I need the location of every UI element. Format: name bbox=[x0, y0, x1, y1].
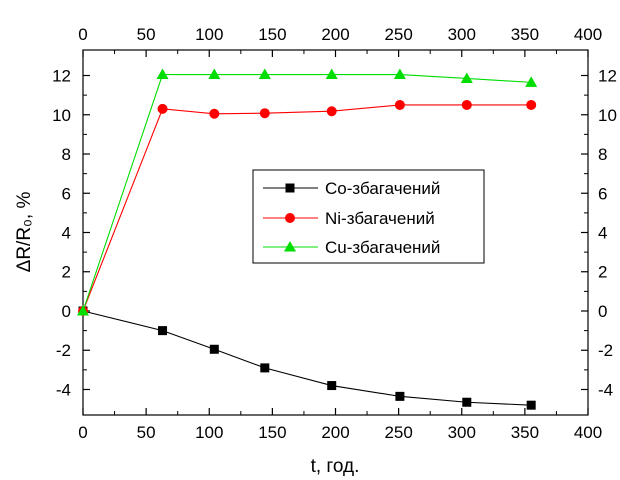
x-tick-label-top: 200 bbox=[321, 25, 349, 44]
data-point bbox=[461, 99, 472, 110]
right-axis-ticks: -4 -2 0 2 4 6 8 10 12 bbox=[581, 67, 617, 399]
x-tick-label-top: 300 bbox=[448, 25, 476, 44]
x-tick-label-bottom: 200 bbox=[321, 423, 349, 442]
data-point bbox=[395, 391, 405, 401]
y-tick-label-right: 12 bbox=[598, 67, 617, 86]
x-tick-label-bottom: 0 bbox=[78, 423, 87, 442]
data-point bbox=[526, 99, 537, 110]
y-tick-label-left: 6 bbox=[62, 184, 71, 203]
series-2 bbox=[78, 99, 537, 316]
x-tick-label-top: 400 bbox=[574, 25, 602, 44]
data-point bbox=[394, 99, 405, 110]
legend-item: Ni-збагачений bbox=[263, 209, 435, 228]
data-point bbox=[209, 344, 219, 354]
y-tick-label-right: 8 bbox=[598, 145, 607, 164]
left-axis-ticks: -4 -2 0 2 4 6 8 10 12 bbox=[52, 67, 90, 399]
x-tick-label-top: 250 bbox=[384, 25, 412, 44]
legend-item: Co-збагачений bbox=[263, 179, 440, 198]
series-line bbox=[82, 104, 532, 312]
x-tick-label-top: 150 bbox=[258, 25, 286, 44]
x-tick-label-bottom: 300 bbox=[448, 423, 476, 442]
data-point bbox=[325, 68, 338, 80]
y-tick-label-left: 12 bbox=[52, 67, 71, 86]
x-tick-label-bottom: 50 bbox=[137, 423, 156, 442]
x-tick-label-bottom: 350 bbox=[511, 423, 539, 442]
series-line bbox=[82, 73, 532, 312]
x-tick-label-top: 100 bbox=[195, 25, 223, 44]
y-tick-label-left: 0 bbox=[62, 302, 71, 321]
data-point bbox=[156, 68, 169, 80]
y-tick-label-right: -4 bbox=[598, 380, 613, 399]
data-point bbox=[393, 68, 406, 80]
data-point bbox=[77, 304, 89, 316]
legend-label: Co-збагачений bbox=[325, 179, 440, 198]
y-tick-label-right: 4 bbox=[598, 224, 607, 243]
y-axis-title: ΔR/R₀, % bbox=[14, 192, 35, 273]
data-point bbox=[460, 72, 473, 83]
data-point bbox=[208, 68, 221, 80]
y-tick-label-right: 10 bbox=[598, 106, 617, 125]
data-point bbox=[259, 108, 270, 119]
legend: Co-збагачений Ni-збагачений Cu-збагачений bbox=[252, 169, 485, 264]
x-tick-label-top: 50 bbox=[137, 25, 156, 44]
x-axis-title: t, год. bbox=[311, 456, 360, 477]
top-axis-ticks: 0 50 100 150 200 250 300 350 400 bbox=[78, 25, 602, 57]
y-tick-label-left: 10 bbox=[52, 106, 71, 125]
x-tick-label-top: 350 bbox=[511, 25, 539, 44]
y-tick-label-right: 2 bbox=[598, 263, 607, 282]
y-tick-label-left: 2 bbox=[62, 263, 71, 282]
legend-marker bbox=[285, 183, 295, 193]
legend-label: Cu-збагачений bbox=[325, 238, 440, 257]
series-3 bbox=[77, 68, 538, 316]
y-tick-label-left: -2 bbox=[56, 341, 71, 360]
data-point bbox=[158, 326, 168, 336]
data-point bbox=[525, 76, 538, 87]
data-point bbox=[157, 103, 168, 114]
x-tick-label-bottom: 400 bbox=[574, 423, 602, 442]
legend-item: Cu-збагачений bbox=[263, 238, 440, 257]
y-tick-label-right: 0 bbox=[598, 302, 607, 321]
data-point bbox=[258, 68, 271, 80]
data-point bbox=[260, 363, 270, 373]
x-tick-label-bottom: 250 bbox=[384, 423, 412, 442]
legend-marker bbox=[284, 241, 296, 252]
data-point bbox=[326, 106, 337, 117]
series-layer bbox=[77, 68, 538, 410]
y-tick-label-left: 8 bbox=[62, 145, 71, 164]
data-point bbox=[209, 108, 220, 119]
bottom-axis-ticks: 0 50 100 150 200 250 300 350 400 bbox=[78, 408, 602, 442]
y-tick-label-left: -4 bbox=[56, 380, 71, 399]
x-tick-label-bottom: 100 bbox=[195, 423, 223, 442]
y-tick-label-right: -2 bbox=[598, 341, 613, 360]
data-point bbox=[526, 400, 536, 410]
legend-label: Ni-збагачений bbox=[325, 209, 435, 228]
data-point bbox=[327, 381, 337, 391]
x-tick-label-bottom: 150 bbox=[258, 423, 286, 442]
series-1 bbox=[78, 306, 536, 410]
legend-marker bbox=[285, 213, 295, 223]
y-tick-label-left: 4 bbox=[62, 224, 71, 243]
data-point bbox=[462, 397, 472, 407]
series-line bbox=[82, 310, 532, 406]
y-tick-label-right: 6 bbox=[598, 184, 607, 203]
x-tick-label-top: 0 bbox=[78, 25, 87, 44]
